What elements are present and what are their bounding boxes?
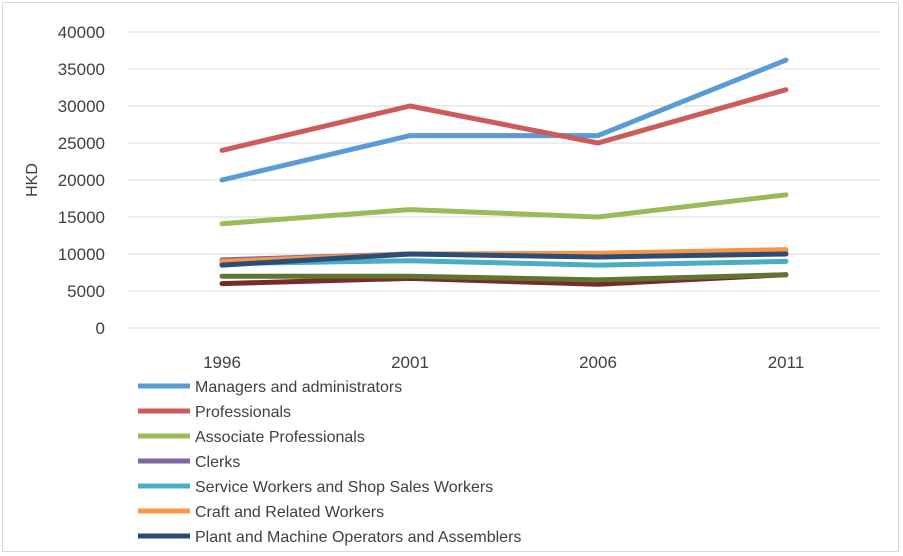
legend-label: Professionals	[195, 404, 291, 421]
y-tick-label: 20000	[58, 171, 105, 190]
gridlines	[128, 31, 880, 329]
series-line	[219, 258, 789, 268]
y-axis-ticks: 0 5000 10000 15000 20000 25000 30000 35000 40000	[58, 23, 105, 338]
legend-label: Service Workers and Shop Sales Workers	[195, 479, 493, 496]
y-axis-label: HKD	[24, 163, 41, 197]
series-line	[219, 87, 789, 153]
y-tick-label: 5000	[67, 282, 105, 301]
x-tick-label: 2011	[768, 353, 805, 372]
legend-label: Associate Professionals	[195, 429, 365, 446]
x-axis-ticks: 1996 2001 2006 2011	[203, 353, 804, 372]
legend: Managers and administrators Professionals…	[138, 379, 521, 546]
y-tick-label: 10000	[58, 245, 105, 264]
series-line	[219, 57, 789, 183]
series-line	[219, 272, 789, 283]
y-tick-label: 35000	[58, 60, 105, 79]
series-line	[219, 251, 789, 268]
x-tick-label: 2006	[579, 353, 617, 372]
y-tick-label: 30000	[58, 97, 105, 116]
legend-label: Craft and Related Workers	[195, 504, 384, 521]
y-tick-label: 25000	[58, 134, 105, 153]
legend-label: Clerks	[195, 454, 240, 471]
y-tick-label: 40000	[58, 23, 105, 42]
y-tick-label: 0	[96, 319, 105, 338]
legend-label: Plant and Machine Operators and Assemble…	[195, 529, 521, 546]
x-tick-label: 2001	[391, 353, 429, 372]
legend-label: Managers and administrators	[195, 379, 402, 396]
x-tick-label: 1996	[203, 353, 241, 372]
series-lines	[219, 57, 789, 287]
series-line	[219, 192, 789, 227]
y-tick-label: 15000	[58, 208, 105, 227]
